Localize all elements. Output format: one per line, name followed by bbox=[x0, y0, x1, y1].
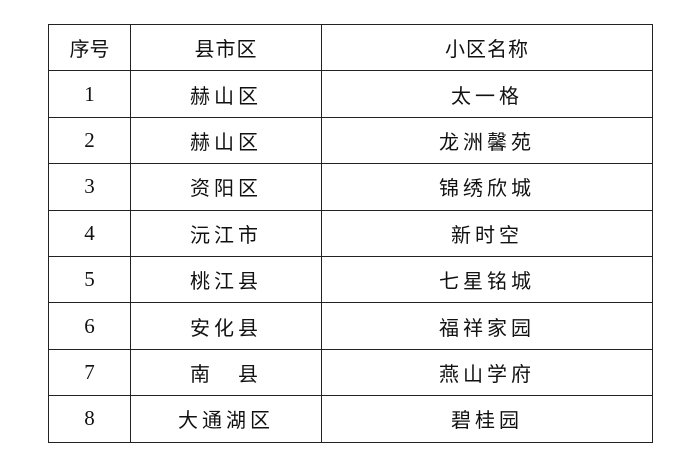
table-row: 5 桃江县 七星铭城 bbox=[48, 255, 653, 304]
cell-index: 4 bbox=[48, 209, 131, 257]
header-district: 县市区 bbox=[130, 23, 322, 72]
cell-district: 沅江市 bbox=[130, 209, 322, 257]
cell-index: 6 bbox=[48, 302, 131, 350]
cell-index: 1 bbox=[48, 70, 131, 118]
cell-community: 太一格 bbox=[321, 70, 653, 118]
cell-community: 福祥家园 bbox=[321, 302, 653, 350]
cell-district: 安化县 bbox=[130, 302, 322, 350]
cell-index: 2 bbox=[48, 116, 131, 165]
table-row: 2 赫山区 龙洲馨苑 bbox=[48, 116, 653, 165]
cell-community: 锦绣欣城 bbox=[321, 163, 653, 211]
header-index: 序号 bbox=[48, 23, 131, 72]
cell-community: 新时空 bbox=[321, 209, 653, 257]
community-table: 序号 县市区 小区名称 1 赫山区 太一格 2 赫山区 龙洲馨苑 3 资阳区 锦绣欣城 4 沅江市新… bbox=[48, 23, 653, 443]
cell-community: 七星铭城 bbox=[321, 255, 653, 304]
cell-community: 碧桂园 bbox=[321, 395, 653, 443]
cell-district: 桃江县 bbox=[130, 255, 322, 304]
cell-district: 大通湖区 bbox=[130, 395, 322, 443]
table-row: 8 大通湖区 碧桂园 bbox=[48, 395, 653, 443]
cell-community: 龙洲馨苑 bbox=[321, 116, 653, 165]
table-row: 6 安化县 福祥家园 bbox=[48, 302, 653, 350]
cell-index: 8 bbox=[48, 395, 131, 443]
header-community: 小区名称 bbox=[321, 23, 653, 72]
cell-district: 资阳区 bbox=[130, 163, 322, 211]
table-row: 1 赫山区 太一格 bbox=[48, 70, 653, 118]
table-row: 3 资阳区 锦绣欣城 bbox=[48, 163, 653, 211]
table-header-row: 序号 县市区 小区名称 bbox=[48, 23, 653, 72]
cell-community: 燕山学府 bbox=[321, 348, 653, 397]
cell-index: 7 bbox=[48, 348, 131, 397]
cell-index: 3 bbox=[48, 163, 131, 211]
cell-index: 5 bbox=[48, 255, 131, 304]
cell-district: 南 县 bbox=[130, 348, 322, 397]
cell-district: 赫山区 bbox=[130, 70, 322, 118]
table-row: 4 沅江市 新时空 bbox=[48, 209, 653, 257]
cell-district: 赫山区 bbox=[130, 116, 322, 165]
